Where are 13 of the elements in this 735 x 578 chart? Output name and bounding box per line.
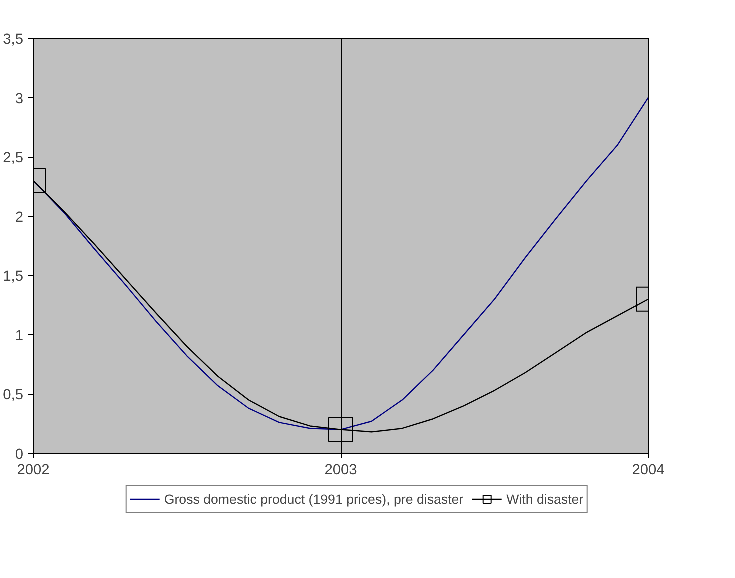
x-tick-label: 2002 xyxy=(17,462,50,478)
y-tick-label: 3,5 xyxy=(3,32,24,48)
y-tick-label: 0 xyxy=(15,447,24,463)
x-tick-label: 2004 xyxy=(632,462,665,478)
y-tick-label: 2,5 xyxy=(3,150,24,167)
x-tick-label: 2003 xyxy=(324,462,358,478)
legend-label: Gross domestic product (1991 prices), pre disaster xyxy=(164,492,464,506)
y-tick-label: 3 xyxy=(15,91,24,108)
legend-label: With disaster xyxy=(506,492,584,506)
y-tick-label: 0,5 xyxy=(3,388,24,404)
y-tick-label: 2 xyxy=(15,210,24,226)
y-tick-label: 1,5 xyxy=(3,269,24,286)
y-tick-label: 1 xyxy=(15,328,24,344)
